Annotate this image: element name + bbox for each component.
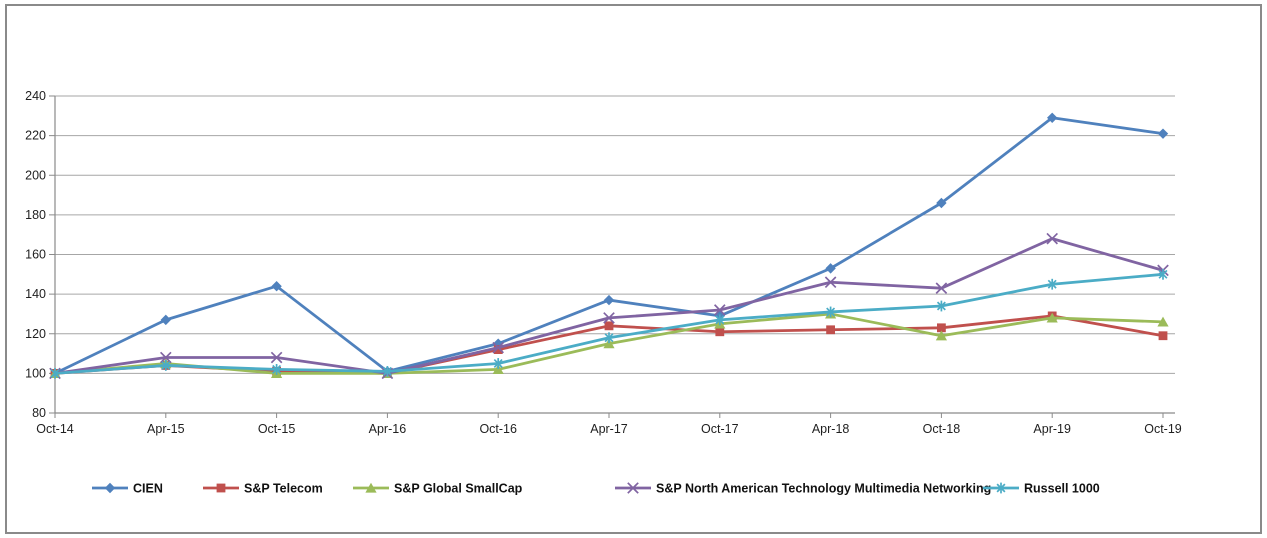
marker-asterisk-stroke — [50, 368, 60, 378]
y-axis-label-100: 100 — [25, 366, 46, 380]
x-axis-label-oct-17: Oct-17 — [701, 422, 739, 436]
y-axis-label-200: 200 — [25, 168, 46, 182]
legend-item-s-p-global-smallcap: S&P Global SmallCap — [353, 482, 523, 496]
marker-asterisk — [161, 360, 171, 371]
marker-square — [826, 325, 835, 335]
series-line-s-p-north-american-technology-multimedia — [54, 237, 1164, 375]
marker-asterisk-stroke — [272, 364, 282, 374]
marker-x-stroke — [603, 312, 615, 324]
marker-triangle — [365, 482, 377, 493]
marker-x-stroke — [1046, 232, 1059, 245]
marker-triangle — [603, 338, 615, 349]
marker-x-stroke — [159, 351, 172, 364]
marker-x — [270, 351, 283, 364]
x-axis-label-oct-15: Oct-15 — [258, 422, 296, 436]
y-axis-label-240: 240 — [25, 89, 46, 103]
marker-x — [603, 312, 615, 324]
marker-square — [216, 483, 226, 493]
marker-triangle — [1046, 312, 1058, 323]
x-axis-label-apr-15: Apr-15 — [147, 422, 185, 436]
x-axis-label-oct-19: Oct-19 — [1144, 422, 1182, 436]
marker-x — [824, 276, 837, 289]
x-axis-label-oct-14: Oct-14 — [36, 422, 74, 436]
marker-diamond — [936, 197, 947, 209]
marker-triangle — [1157, 316, 1169, 327]
marker-asterisk-stroke — [493, 358, 503, 368]
marker-x — [627, 482, 639, 494]
series-russell-1000 — [50, 268, 1168, 379]
marker-x — [1046, 232, 1059, 245]
y-axis-label-140: 140 — [25, 287, 46, 301]
marker-asterisk — [1047, 278, 1057, 290]
marker-square — [715, 327, 725, 337]
marker-asterisk — [826, 306, 836, 318]
marker-asterisk — [382, 365, 392, 377]
marker-x — [935, 282, 948, 294]
marker-square — [493, 345, 503, 354]
marker-x-stroke — [713, 304, 726, 316]
marker-diamond — [825, 263, 836, 274]
marker-x-stroke — [270, 351, 283, 364]
marker-diamond — [160, 314, 171, 326]
y-axis-label-180: 180 — [25, 208, 46, 222]
series-s-p-north-american-technology-multimedia — [49, 232, 1169, 380]
marker-asterisk — [715, 314, 725, 326]
marker-asterisk — [1158, 268, 1168, 280]
marker-x-stroke — [824, 276, 837, 289]
legend-label-s-p-telecom: S&P Telecom — [244, 482, 323, 496]
marker-square — [604, 321, 614, 331]
x-axis-label-oct-16: Oct-16 — [479, 422, 517, 436]
marker-diamond — [1157, 128, 1169, 139]
y-axis-label-120: 120 — [25, 327, 46, 341]
marker-square — [937, 323, 946, 333]
legend-label-cien: CIEN — [133, 482, 163, 496]
legend-item-s-p-telecom: S&P Telecom — [203, 482, 323, 496]
marker-asterisk-stroke — [604, 333, 614, 343]
marker-diamond — [1047, 112, 1058, 123]
y-axis-label-220: 220 — [25, 129, 46, 143]
legend-item-cien: CIEN — [92, 482, 163, 496]
marker-asterisk-stroke — [382, 366, 392, 376]
marker-asterisk — [50, 367, 60, 379]
marker-x — [159, 351, 172, 364]
marker-asterisk-stroke — [1158, 269, 1168, 279]
y-axis-label-80: 80 — [32, 406, 46, 420]
marker-asterisk — [936, 300, 946, 312]
marker-asterisk-stroke — [936, 301, 946, 311]
legend-item-s-p-north-american-technology-multimedia: S&P North American Technology Multimedia… — [615, 482, 991, 496]
x-axis-label-apr-16: Apr-16 — [369, 422, 407, 436]
legend-label-s-p-global-smallcap: S&P Global SmallCap — [394, 482, 523, 496]
marker-x — [492, 341, 505, 354]
legend-label-s-p-north-american-technology-multimedia: S&P North American Technology Multimedia… — [656, 482, 991, 496]
marker-square — [1158, 331, 1168, 341]
marker-x-stroke — [627, 482, 639, 494]
marker-x — [713, 304, 726, 316]
marker-x-stroke — [492, 341, 505, 354]
marker-x-stroke — [935, 282, 948, 294]
x-axis-label-oct-18: Oct-18 — [923, 422, 961, 436]
marker-triangle — [492, 364, 504, 375]
marker-asterisk-stroke — [161, 360, 171, 370]
x-axis-label-apr-17: Apr-17 — [590, 422, 628, 436]
marker-asterisk-stroke — [1047, 279, 1057, 289]
marker-diamond — [104, 482, 116, 494]
legend-label-russell-1000: Russell 1000 — [1024, 482, 1100, 496]
x-axis-label-apr-18: Apr-18 — [812, 422, 850, 436]
y-axis-label-160: 160 — [25, 248, 46, 262]
x-axis-label-apr-19: Apr-19 — [1033, 422, 1071, 436]
marker-asterisk-stroke — [826, 307, 836, 317]
marker-diamond — [603, 294, 615, 306]
marker-asterisk-stroke — [715, 315, 725, 325]
marker-asterisk-stroke — [996, 483, 1006, 493]
marker-asterisk — [604, 332, 614, 344]
marker-diamond — [271, 281, 282, 292]
legend-item-russell-1000: Russell 1000 — [983, 482, 1100, 496]
legend: CIEN S&P Telecom S&P Global SmallCap S&P No… — [92, 482, 1100, 496]
marker-asterisk — [996, 482, 1006, 494]
marker-asterisk — [272, 364, 282, 375]
marker-asterisk — [493, 358, 503, 369]
chart-frame — [5, 4, 1262, 534]
marker-triangle — [935, 330, 947, 341]
